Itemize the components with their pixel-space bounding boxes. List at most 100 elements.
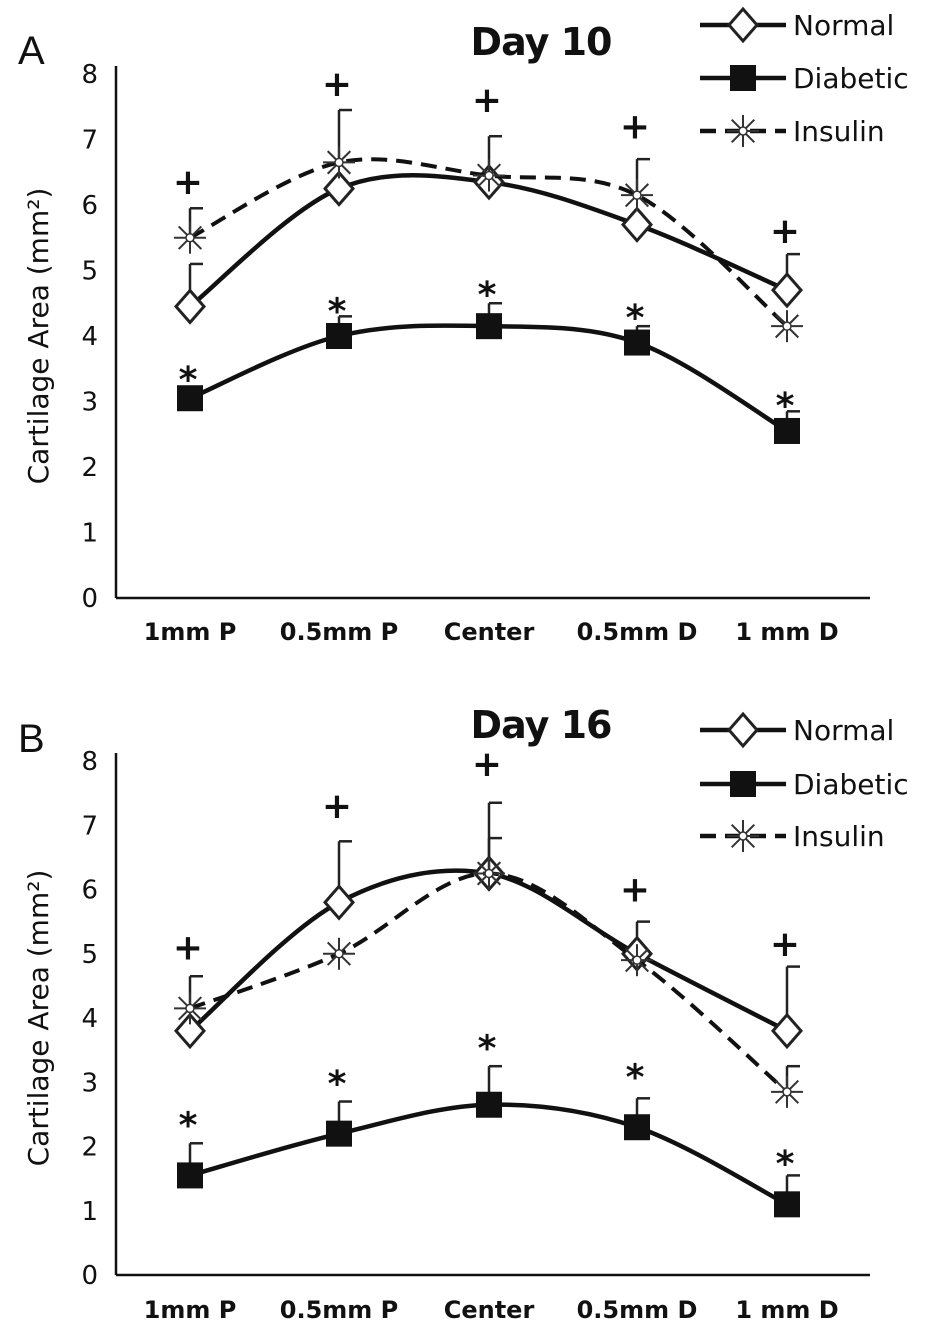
- significance-plus: +: [472, 80, 502, 121]
- x-tick-label: 0.5mm D: [577, 1296, 698, 1324]
- data-point: [771, 1012, 803, 1050]
- panel-b: B Day 16 0 1 2 3 4 5 6 7 8 1mm P 0.5mm P Center 0.5mm …: [18, 703, 909, 1324]
- significance-plus: +: [322, 64, 352, 105]
- significance-asterisk: *: [478, 275, 497, 316]
- y-tick-label: 8: [81, 747, 98, 777]
- legend-marker: [730, 65, 756, 91]
- legend-label: Insulin: [793, 820, 885, 853]
- data-point: [476, 313, 502, 340]
- data-point: [774, 417, 800, 444]
- data-point: [323, 170, 355, 207]
- x-tick-label: 1 mm D: [735, 618, 838, 646]
- series-diabetic: [177, 1064, 800, 1218]
- significance-plus: +: [620, 870, 650, 911]
- y-tick-label: 4: [81, 322, 98, 352]
- significance-asterisk: *: [328, 1064, 347, 1105]
- data-point: [473, 857, 505, 890]
- data-point: [621, 944, 653, 977]
- legend-entry: Normal: [700, 6, 894, 44]
- significance-plus: +: [173, 927, 203, 968]
- data-point: [771, 271, 803, 309]
- y-axis-label: Cartilage Area (mm²): [22, 188, 55, 485]
- legend-marker: [727, 820, 759, 852]
- legend-entry: Diabetic: [700, 768, 909, 801]
- legend-entry: Insulin: [700, 820, 885, 853]
- legend-entry: Insulin: [700, 115, 885, 148]
- significance-plus: +: [322, 786, 352, 827]
- x-tick-label: 1mm P: [144, 1296, 237, 1324]
- data-point: [624, 329, 650, 356]
- y-tick-label: 3: [81, 388, 98, 418]
- significance-plus: +: [770, 211, 800, 252]
- data-point: [174, 221, 206, 254]
- data-point: [771, 1075, 803, 1108]
- significance-asterisk: *: [328, 291, 347, 332]
- y-tick-label: 5: [81, 940, 98, 970]
- y-tick-label: 3: [81, 1068, 98, 1098]
- series-diabetic: [177, 302, 800, 444]
- data-point: [174, 288, 206, 325]
- data-point: [174, 992, 206, 1025]
- legend-entry: Diabetic: [700, 62, 909, 95]
- legend-marker: [727, 115, 759, 147]
- legend-marker: [727, 6, 759, 44]
- chart-title: Day 10: [471, 20, 612, 64]
- y-tick-label: 2: [81, 453, 98, 483]
- data-point: [774, 1191, 800, 1218]
- y-tick-label: 6: [81, 191, 98, 221]
- data-point: [323, 884, 355, 921]
- y-tick-label: 5: [81, 257, 98, 287]
- y-axis-label: Cartilage Area (mm²): [22, 870, 55, 1167]
- data-point: [174, 1012, 206, 1050]
- chart-title: Day 16: [471, 703, 612, 747]
- y-tick-label: 8: [81, 60, 98, 90]
- y-tick-label: 0: [81, 1261, 98, 1291]
- significance-plus: +: [173, 162, 203, 203]
- panel-a: A Day 10 0 1 2 3 4 5 6 7 8 1mm P 0.5mm P Center 0.5mm …: [18, 6, 909, 646]
- legend-label: Diabetic: [793, 768, 909, 801]
- y-tick-label: 0: [81, 584, 98, 614]
- data-point: [624, 1114, 650, 1141]
- y-tick-label: 7: [81, 126, 98, 156]
- x-tick-label: 1mm P: [144, 618, 237, 646]
- series-insulin: [174, 108, 803, 343]
- significance-plus: +: [620, 106, 650, 147]
- data-point: [621, 206, 653, 243]
- data-point: [177, 1162, 203, 1189]
- series-line: [189, 1102, 789, 1207]
- series-line: [189, 323, 789, 433]
- x-tick-label: 0.5mm D: [577, 618, 698, 646]
- panel-letter: B: [18, 717, 45, 761]
- significance-plus: +: [770, 924, 800, 965]
- x-tick-label: Center: [444, 618, 535, 646]
- series-insulin: [174, 801, 803, 1108]
- legend-marker: [727, 711, 759, 749]
- x-tick-label: Center: [444, 1296, 535, 1324]
- legend-entry: Normal: [700, 711, 894, 749]
- significance-asterisk: *: [179, 360, 198, 401]
- data-point: [473, 159, 505, 192]
- x-tick-label: 1 mm D: [735, 1296, 838, 1324]
- data-point: [476, 1091, 502, 1118]
- data-point: [771, 310, 803, 343]
- y-tick-label: 6: [81, 876, 98, 906]
- data-point: [177, 385, 203, 412]
- x-tick-label: 0.5mm P: [280, 618, 398, 646]
- significance-asterisk: *: [776, 386, 795, 427]
- data-point: [621, 179, 653, 212]
- significance-asterisk: *: [626, 298, 645, 339]
- significance-asterisk: *: [478, 1028, 497, 1069]
- y-tick-label: 7: [81, 811, 98, 841]
- y-tick-label: 1: [81, 519, 98, 549]
- y-tick-label: 4: [81, 1004, 98, 1034]
- data-point: [323, 937, 355, 970]
- significance-plus: +: [472, 744, 502, 785]
- y-tick-label: 1: [81, 1197, 98, 1227]
- x-tick-label: 0.5mm P: [280, 1296, 398, 1324]
- legend-label: Diabetic: [793, 62, 909, 95]
- legend-label: Normal: [793, 9, 894, 42]
- significance-asterisk: *: [626, 1057, 645, 1098]
- significance-asterisk: *: [776, 1144, 795, 1185]
- legend-marker: [730, 771, 756, 797]
